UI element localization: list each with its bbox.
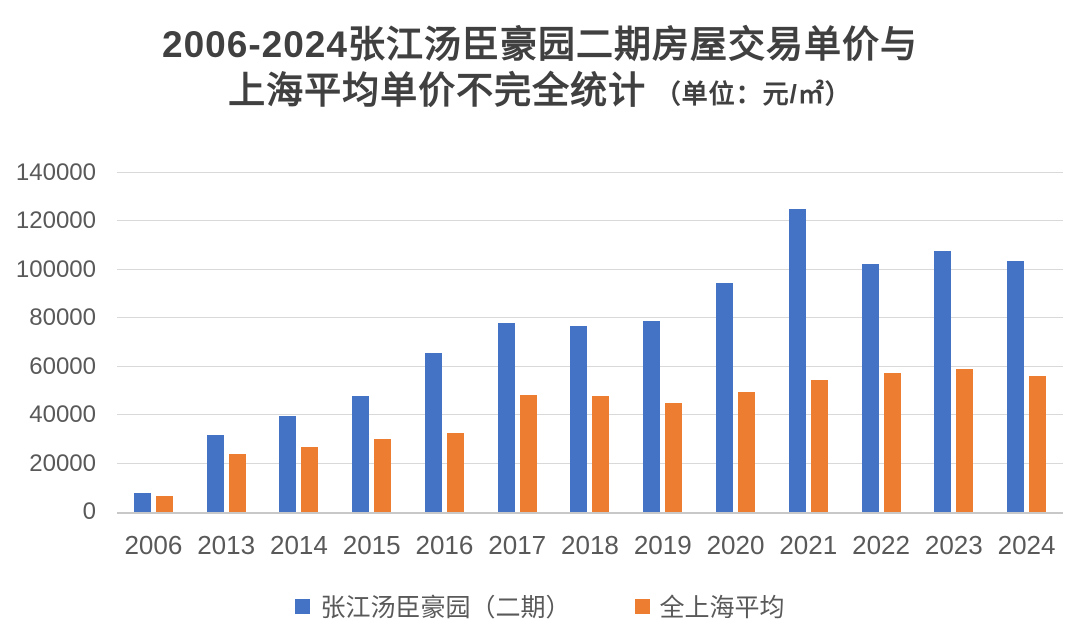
- gridline-120000: [117, 220, 1063, 222]
- bar-shanghai-average-2014: [301, 446, 319, 512]
- bar-group-2019: [626, 173, 699, 512]
- y-axis-tick-label-40000: 40000: [29, 401, 96, 429]
- chart-title: 2006-2024张江汤臣豪园二期房屋交易单价与 上海平均单价不完全统计 （单位…: [0, 22, 1080, 117]
- bar-zhangjiang-tangchen-phase2-2024: [1007, 261, 1025, 512]
- y-axis: 0 20000 40000 60000 80000 100000 120000 140000: [0, 161, 96, 524]
- y-axis-tick-label-80000: 80000: [29, 304, 96, 332]
- bar-zhangjiang-tangchen-phase2-2021: [788, 209, 806, 512]
- bar-zhangjiang-tangchen-phase2-2006: [133, 492, 151, 512]
- legend-item-shanghai-average: 全上海平均: [634, 588, 785, 624]
- bar-group-2021: [772, 173, 845, 512]
- y-axis-tick-label-140000: 140000: [15, 159, 96, 186]
- legend-label-shanghai-average: 全上海平均: [659, 594, 785, 622]
- bar-group-2023: [917, 173, 990, 512]
- bar-group-2015: [335, 173, 408, 512]
- chart-title-line2-text: 上海平均单价不完全统计: [228, 70, 647, 111]
- x-axis: 2006 2013 2014 2015 2016 2017 2018 2019 2020 2021…: [117, 530, 1063, 561]
- gridline-140000: [117, 172, 1063, 173]
- bar-shanghai-average-2023: [956, 369, 974, 512]
- gridline-40000: [117, 414, 1063, 416]
- x-axis-tick-label-2024: 2024: [997, 530, 1056, 560]
- bar-zhangjiang-tangchen-phase2-2014: [279, 416, 297, 512]
- y-axis-tick-label-0: 0: [82, 498, 96, 525]
- gridline-100000: [117, 268, 1063, 270]
- bar-shanghai-average-2020: [738, 392, 755, 512]
- bar-shanghai-average-2015: [374, 439, 392, 512]
- x-axis-tick-label-2013: 2013: [197, 530, 256, 560]
- bar-shanghai-average-2021: [810, 380, 828, 512]
- bar-shanghai-average-2006: [155, 496, 173, 512]
- legend-label-zhangjiang-tangchen-phase2: 张江汤臣豪园（二期）: [320, 594, 571, 622]
- bar-shanghai-average-2024: [1029, 376, 1047, 512]
- bar-shanghai-average-2016: [446, 433, 464, 512]
- gridline-60000: [117, 365, 1063, 367]
- bar-zhangjiang-tangchen-phase2-2023: [934, 250, 952, 512]
- bar-zhangjiang-tangchen-phase2-2020: [716, 283, 733, 512]
- bar-shanghai-average-2022: [883, 372, 901, 512]
- bar-zhangjiang-tangchen-phase2-2016: [424, 353, 442, 512]
- bar-group-2013: [190, 173, 263, 512]
- x-axis-tick-label-2019: 2019: [633, 530, 692, 560]
- legend-swatch-icon: [295, 598, 311, 614]
- bar-group-2018: [554, 173, 627, 512]
- bar-group-2020: [699, 173, 772, 512]
- bar-group-2006: [117, 173, 190, 512]
- chart-title-line1: 2006-2024张江汤臣豪园二期房屋交易单价与: [162, 24, 918, 65]
- x-axis-tick-label-2018: 2018: [561, 530, 619, 560]
- x-axis-tick-label-2014: 2014: [269, 530, 328, 560]
- plot-area: [117, 172, 1063, 514]
- y-axis-tick-label-20000: 20000: [29, 449, 96, 477]
- x-axis-tick-label-2023: 2023: [924, 530, 983, 560]
- legend-item-zhangjiang-tangchen-phase2: 张江汤臣豪园（二期）: [295, 588, 571, 624]
- bar-zhangjiang-tangchen-phase2-2015: [352, 395, 370, 512]
- bar-group-2024: [990, 173, 1063, 512]
- bar-shanghai-average-2013: [228, 453, 246, 512]
- y-axis-tick-label-60000: 60000: [29, 352, 96, 380]
- y-axis-tick-label-100000: 100000: [15, 255, 96, 283]
- gridline-20000: [117, 462, 1063, 464]
- x-axis-tick-label-2021: 2021: [779, 530, 838, 560]
- bar-shanghai-average-2019: [665, 403, 683, 512]
- chart-title-line2: 上海平均单价不完全统计 （单位：元/㎡）: [0, 68, 1080, 117]
- x-axis-tick-label-2022: 2022: [852, 530, 910, 560]
- x-axis-tick-label-2017: 2017: [488, 530, 547, 560]
- bar-zhangjiang-tangchen-phase2-2013: [206, 434, 224, 512]
- y-axis-tick-label-120000: 120000: [15, 207, 96, 235]
- bar-zhangjiang-tangchen-phase2-2017: [497, 323, 515, 512]
- bar-group-2014: [263, 173, 336, 512]
- bar-group-2016: [408, 173, 481, 512]
- bar-shanghai-average-2018: [592, 395, 610, 512]
- gridline-80000: [117, 317, 1063, 319]
- bar-group-2022: [845, 173, 918, 512]
- bar-zhangjiang-tangchen-phase2-2022: [861, 263, 879, 512]
- x-axis-tick-label-2015: 2015: [342, 530, 401, 560]
- x-axis-tick-label-2020: 2020: [706, 530, 765, 560]
- bar-zhangjiang-tangchen-phase2-2019: [643, 320, 661, 512]
- bar-group-2017: [481, 173, 554, 512]
- bar-zhangjiang-tangchen-phase2-2018: [570, 325, 588, 512]
- bar-shanghai-average-2017: [519, 394, 537, 512]
- chart-title-unit: （单位：元/㎡）: [654, 79, 852, 109]
- x-axis-tick-label-2016: 2016: [415, 530, 474, 560]
- legend-swatch-icon: [634, 598, 650, 614]
- legend: 张江汤臣豪园（二期） 全上海平均: [0, 588, 1080, 624]
- x-axis-tick-label-2006: 2006: [124, 530, 183, 560]
